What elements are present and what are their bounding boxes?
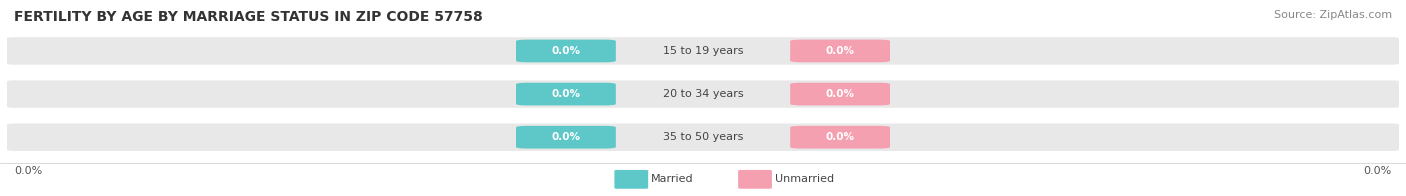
FancyBboxPatch shape (7, 37, 1399, 65)
FancyBboxPatch shape (7, 80, 1399, 108)
Text: 0.0%: 0.0% (551, 89, 581, 99)
FancyBboxPatch shape (738, 170, 772, 189)
Text: 0.0%: 0.0% (825, 89, 855, 99)
Text: 35 to 50 years: 35 to 50 years (662, 132, 744, 142)
Text: 0.0%: 0.0% (551, 46, 581, 56)
FancyBboxPatch shape (516, 126, 616, 149)
Text: 0.0%: 0.0% (825, 132, 855, 142)
FancyBboxPatch shape (516, 40, 616, 62)
Text: Married: Married (651, 174, 693, 184)
Text: 0.0%: 0.0% (1364, 166, 1392, 176)
FancyBboxPatch shape (790, 126, 890, 149)
Text: 0.0%: 0.0% (551, 132, 581, 142)
Text: 0.0%: 0.0% (825, 46, 855, 56)
FancyBboxPatch shape (614, 170, 648, 189)
FancyBboxPatch shape (7, 123, 1399, 151)
Text: FERTILITY BY AGE BY MARRIAGE STATUS IN ZIP CODE 57758: FERTILITY BY AGE BY MARRIAGE STATUS IN Z… (14, 10, 482, 24)
Text: 0.0%: 0.0% (14, 166, 42, 176)
Text: Source: ZipAtlas.com: Source: ZipAtlas.com (1274, 10, 1392, 20)
Text: Unmarried: Unmarried (775, 174, 834, 184)
FancyBboxPatch shape (790, 40, 890, 62)
Text: 20 to 34 years: 20 to 34 years (662, 89, 744, 99)
FancyBboxPatch shape (790, 83, 890, 105)
FancyBboxPatch shape (516, 83, 616, 105)
Text: 15 to 19 years: 15 to 19 years (662, 46, 744, 56)
